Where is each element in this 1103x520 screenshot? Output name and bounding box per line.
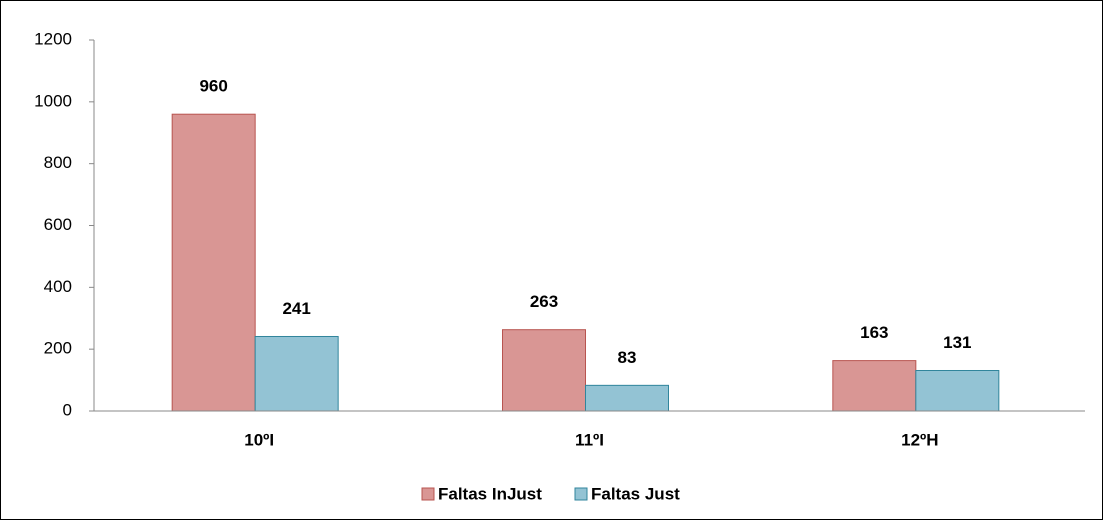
bar	[832, 360, 917, 412]
y-tick-label: 800	[44, 153, 72, 172]
legend-label: Faltas InJust	[438, 484, 542, 503]
legend-swatch	[421, 487, 435, 501]
data-label: 131	[943, 333, 971, 352]
data-label: 241	[282, 299, 310, 318]
bar	[171, 113, 256, 412]
y-tick-label: 200	[44, 339, 72, 358]
x-tick-label: 12ºH	[901, 430, 938, 449]
bar	[585, 384, 669, 412]
x-tick-label: 11ºI	[575, 430, 604, 449]
y-tick-label: 1000	[34, 91, 72, 110]
bar	[502, 329, 586, 412]
legend-label: Faltas Just	[591, 484, 680, 503]
bar	[254, 335, 339, 412]
data-label: 263	[530, 292, 558, 311]
legend-swatch	[574, 487, 588, 501]
y-tick-label: 400	[44, 277, 72, 296]
x-tick-label: 10ºI	[244, 430, 274, 449]
data-label: 83	[618, 348, 637, 367]
y-tick-label: 0	[63, 400, 72, 419]
y-tick-label: 1200	[34, 29, 72, 48]
data-label: 960	[199, 77, 227, 96]
data-label: 163	[860, 323, 888, 342]
bar	[915, 369, 1000, 412]
y-tick-label: 600	[44, 215, 72, 234]
